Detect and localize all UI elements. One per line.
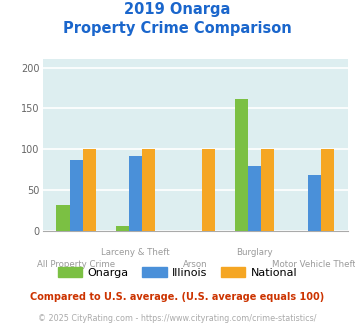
Legend: Onarga, Illinois, National: Onarga, Illinois, National: [53, 263, 302, 282]
Text: Property Crime Comparison: Property Crime Comparison: [63, 21, 292, 36]
Text: Burglary: Burglary: [236, 248, 273, 257]
Text: Larceny & Theft: Larceny & Theft: [102, 248, 170, 257]
Bar: [321, 149, 334, 231]
Bar: [83, 149, 96, 231]
Bar: [261, 149, 274, 231]
Text: Arson: Arson: [183, 260, 208, 269]
Text: © 2025 CityRating.com - https://www.cityrating.com/crime-statistics/: © 2025 CityRating.com - https://www.city…: [38, 314, 317, 323]
Text: Compared to U.S. average. (U.S. average equals 100): Compared to U.S. average. (U.S. average …: [31, 292, 324, 302]
Bar: [129, 156, 142, 231]
Bar: [248, 166, 261, 231]
Bar: [116, 226, 129, 231]
Text: Motor Vehicle Theft: Motor Vehicle Theft: [272, 260, 355, 269]
Bar: [235, 99, 248, 231]
Bar: [308, 176, 321, 231]
Text: All Property Crime: All Property Crime: [37, 260, 115, 269]
Bar: [142, 149, 155, 231]
Bar: [70, 160, 83, 231]
Bar: [56, 205, 70, 231]
Bar: [202, 149, 215, 231]
Text: 2019 Onarga: 2019 Onarga: [124, 2, 231, 16]
